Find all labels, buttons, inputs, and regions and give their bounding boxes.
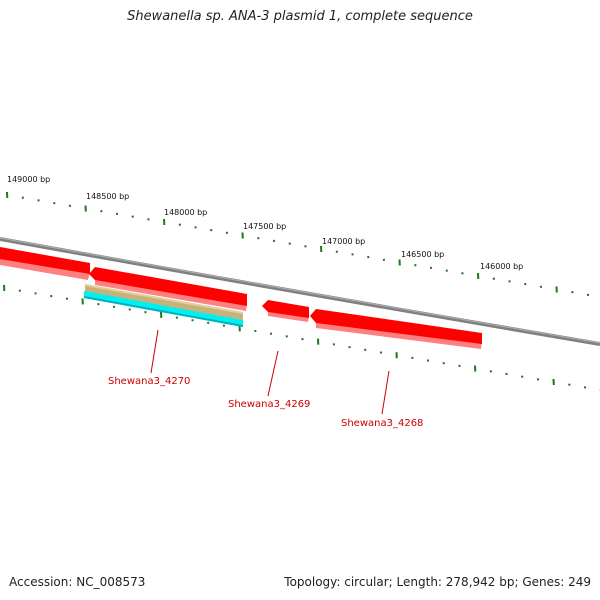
genome-backbone-highlight: [0, 237, 600, 344]
leader-line-4270: [150, 329, 159, 374]
map-title: Shewanella sp. ANA-3 plasmid 1, complete…: [127, 9, 473, 24]
leader-line-4268: [381, 370, 390, 415]
leader-line-4269: [267, 350, 279, 397]
ruler-label-147000: 147000 bp: [322, 237, 365, 246]
gene-arrow-shewana3-4270[interactable]: [89, 267, 247, 311]
ruler-label-148000: 148000 bp: [164, 208, 207, 217]
gene-arrow-shewana3-4268[interactable]: [310, 309, 482, 349]
gene-label-shewana3-4270[interactable]: Shewana3_4270: [108, 376, 190, 387]
ruler-label-146000: 146000 bp: [480, 262, 523, 271]
genome-backbone: [0, 237, 600, 346]
ruler-label-147500: 147500 bp: [243, 222, 286, 231]
gene-label-shewana3-4268[interactable]: Shewana3_4268: [341, 418, 423, 429]
feature-bar-tan: [85, 284, 243, 320]
accession-text: Accession: NC_008573: [9, 575, 146, 589]
inner-ruler-ticks: [3, 284, 600, 392]
feature-bar-cyan: [84, 291, 243, 327]
ruler-label-148500: 148500 bp: [86, 192, 129, 201]
gene-arrow-shewana3-4269[interactable]: [262, 300, 309, 322]
sequence-stats: Topology: circular; Length: 278,942 bp; …: [284, 575, 591, 589]
gene-arrow-left-offscreen[interactable]: [0, 247, 90, 280]
ruler-label-146500: 146500 bp: [401, 250, 444, 259]
ruler-label-149000: 149000 bp: [7, 175, 50, 184]
gene-label-shewana3-4269[interactable]: Shewana3_4269: [228, 399, 310, 410]
outer-ruler-ticks: [6, 191, 590, 297]
